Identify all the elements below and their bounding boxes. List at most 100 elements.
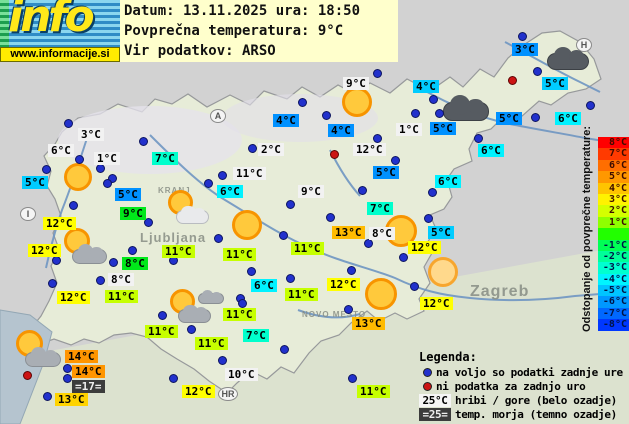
- cloud-shape: [444, 95, 488, 120]
- temperature-label: 9°C: [120, 207, 146, 220]
- temperature-label: 1°C: [396, 123, 422, 136]
- station-dot-blue: [62, 373, 72, 383]
- station-dot-blue: [347, 373, 357, 383]
- logo-brand-text: info: [8, 0, 95, 42]
- temperature-label: 11°C: [223, 248, 256, 261]
- road-marker: HR: [218, 387, 238, 401]
- colorbar-band: 6°C: [598, 159, 629, 172]
- temperature-label: 3°C: [512, 43, 538, 56]
- temperature-label: 6°C: [217, 185, 243, 198]
- temperature-label: 12°C: [327, 278, 360, 291]
- city-label: NOVO MESTO: [302, 310, 367, 319]
- sun-cloud-gray-icon: [64, 228, 106, 270]
- colorbar-band-label: -1°C: [602, 239, 627, 251]
- station-dot-red: [329, 149, 339, 159]
- station-dot-blue: [157, 310, 167, 320]
- colorbar-band-label: -4°C: [602, 273, 627, 285]
- temperature-label: 11°C: [105, 290, 138, 303]
- station-dot-blue: [530, 112, 540, 122]
- site-url-link[interactable]: www.informacije.si: [0, 47, 120, 62]
- colorbar-band-label: 1°C: [608, 216, 627, 228]
- station-dot-blue: [423, 213, 433, 223]
- legend-item-available-label: na voljo so podatki zadnje ure: [436, 366, 623, 379]
- temperature-label: 4°C: [328, 124, 354, 137]
- colorbar-band: 8°C: [598, 137, 629, 149]
- colorbar-band-label: -3°C: [602, 262, 627, 274]
- temperature-label: 13°C: [332, 226, 365, 239]
- colorbar-band-label: -6°C: [602, 296, 627, 308]
- station-dot-blue: [585, 100, 595, 110]
- temperature-label: 12°C: [43, 217, 76, 230]
- temperature-label: 7°C: [152, 152, 178, 165]
- road-marker: H: [576, 38, 592, 52]
- colorbar-band-label: -8°C: [602, 319, 627, 331]
- station-dot-blue: [217, 170, 227, 180]
- station-dot-blue: [203, 178, 213, 188]
- sun-cloud-gray-icon: [16, 330, 60, 374]
- colorbar-band: -2°C: [598, 250, 629, 263]
- station-dot-blue: [247, 143, 257, 153]
- cloud-shape: [179, 304, 210, 322]
- station-dot-blue: [427, 187, 437, 197]
- station-dot-blue: [63, 118, 73, 128]
- station-dot-blue: [372, 68, 382, 78]
- temperature-label: 6°C: [251, 279, 277, 292]
- cloud-gray-icon: [199, 283, 223, 307]
- temperature-label: 9°C: [343, 77, 369, 90]
- station-dot-blue: [285, 273, 295, 283]
- sun-shape: [428, 257, 458, 287]
- colorbar-band-label: -5°C: [602, 285, 627, 297]
- station-dot-blue: [246, 266, 256, 276]
- blue-dot-icon: [423, 368, 432, 377]
- average-temperature-line: Povprečna temperatura: 9°C: [124, 23, 344, 39]
- sun-icon: [342, 87, 372, 117]
- legend-title: Legenda:: [419, 350, 477, 364]
- temperature-label: =17=: [72, 380, 105, 393]
- temperature-label: 13°C: [352, 317, 385, 330]
- sun-icon: [365, 278, 397, 310]
- cloud-shape: [548, 47, 588, 69]
- temperature-label: 11°C: [145, 325, 178, 338]
- station-dot-blue: [363, 238, 373, 248]
- station-dot-blue: [217, 355, 227, 365]
- legend-item-sea: =25= temp. morja (temno ozadje): [419, 408, 629, 422]
- colorbar-title: Odstopanje od povprečne temperature:: [581, 126, 593, 332]
- station-dot-blue: [321, 110, 331, 120]
- colorbar-band: 2°C: [598, 205, 629, 217]
- temperature-label: 7°C: [367, 202, 393, 215]
- colorbar-band: -8°C: [598, 319, 629, 331]
- temperature-label: 14°C: [65, 350, 98, 363]
- station-dot-blue: [390, 155, 400, 165]
- station-dot-blue: [47, 278, 57, 288]
- temperature-label: 4°C: [413, 80, 439, 93]
- cloud-shape: [26, 347, 60, 366]
- temperature-label: 8°C: [369, 227, 395, 240]
- date-line: Datum: 13.11.2025 ura: 18:50: [124, 3, 361, 19]
- sun-icon: [64, 163, 92, 191]
- temperature-label: 11°C: [285, 288, 318, 301]
- mountain-label-sample: 25°C: [419, 394, 451, 407]
- colorbar-band-label: -2°C: [602, 250, 627, 262]
- station-dot-red: [22, 370, 32, 380]
- sun-cloud-white-icon: [168, 190, 208, 230]
- colorbar-band-label: 3°C: [608, 193, 627, 205]
- station-dot-blue: [143, 217, 153, 227]
- logo-green-stripe: [0, 0, 9, 47]
- temperature-label: 12°C: [420, 297, 453, 310]
- legend: Legenda: na voljo so podatki zadnje ure …: [419, 350, 629, 422]
- temperature-label: 12°C: [353, 143, 386, 156]
- temperature-label: 5°C: [428, 226, 454, 239]
- data-source-line: Vir podatkov: ARSO: [124, 43, 276, 59]
- station-dot-blue: [325, 212, 335, 222]
- colorbar-band: 4°C: [598, 182, 629, 194]
- legend-item-available: na voljo so podatki zadnje ure: [419, 366, 629, 380]
- cloud-shape: [73, 244, 106, 263]
- temperature-label: 14°C: [72, 365, 105, 378]
- sun-shape: [365, 278, 397, 310]
- station-dot-blue: [74, 154, 84, 164]
- colorbar-band: -3°C: [598, 262, 629, 274]
- station-dot-blue: [357, 185, 367, 195]
- colorbar-band: -1°C: [598, 239, 629, 251]
- station-dot-blue: [532, 66, 542, 76]
